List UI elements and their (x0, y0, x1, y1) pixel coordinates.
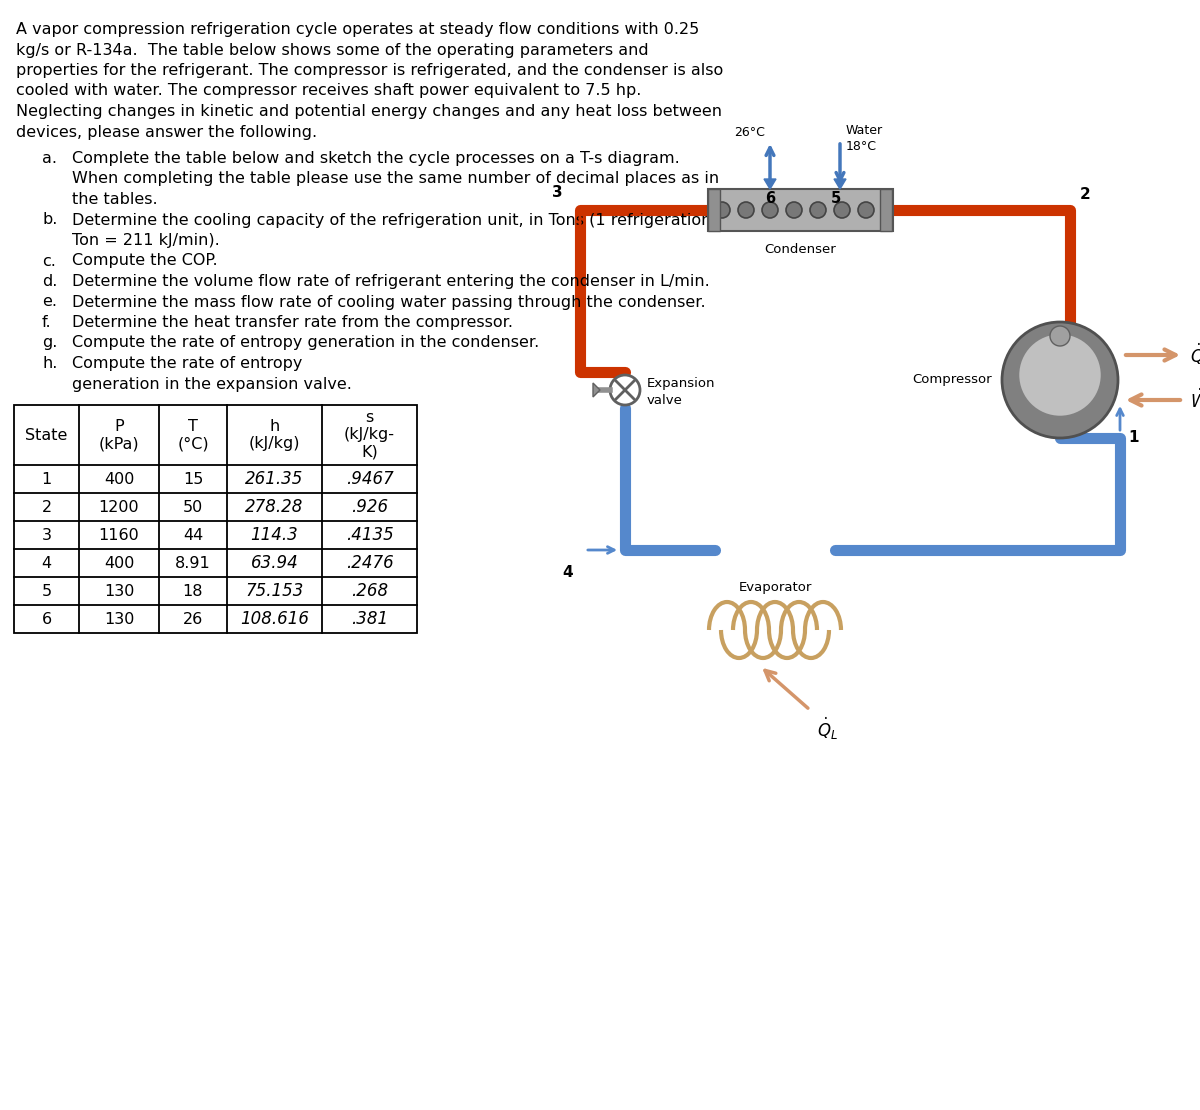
Text: Condenser: Condenser (764, 243, 836, 256)
Text: 5: 5 (830, 191, 841, 206)
Text: c.: c. (42, 253, 56, 269)
Text: .268: .268 (350, 582, 388, 601)
Text: 1: 1 (41, 472, 52, 486)
Text: 1160: 1160 (98, 527, 139, 543)
Circle shape (786, 202, 802, 218)
Text: $\dot{Q}_L$: $\dot{Q}_L$ (817, 716, 838, 743)
Text: cooled with water. The compressor receives shaft power equivalent to 7.5 hp.: cooled with water. The compressor receiv… (16, 83, 641, 99)
Text: g.: g. (42, 335, 58, 351)
Text: 6: 6 (42, 612, 52, 626)
Text: 5: 5 (42, 584, 52, 598)
Text: Expansion: Expansion (647, 377, 715, 391)
Text: valve: valve (647, 394, 683, 406)
Text: .4135: .4135 (346, 526, 394, 544)
Circle shape (810, 202, 826, 218)
Text: b.: b. (42, 212, 58, 228)
Text: 2: 2 (42, 500, 52, 515)
Text: Ton = 211 kJ/min).: Ton = 211 kJ/min). (72, 233, 220, 248)
Text: $\dot{Q}_{out}$: $\dot{Q}_{out}$ (1190, 342, 1200, 369)
Circle shape (1002, 322, 1118, 438)
Text: Compute the rate of entropy: Compute the rate of entropy (72, 356, 302, 371)
Bar (880, 189, 892, 231)
Text: properties for the refrigerant. The compressor is refrigerated, and the condense: properties for the refrigerant. The comp… (16, 63, 724, 78)
Text: T
(°C): T (°C) (178, 418, 209, 451)
Text: .2476: .2476 (346, 554, 394, 572)
Text: 26: 26 (182, 612, 203, 626)
Text: 4: 4 (42, 555, 52, 571)
Circle shape (714, 202, 730, 218)
Text: 130: 130 (104, 584, 134, 598)
Text: When completing the table please use the same number of decimal places as in: When completing the table please use the… (72, 172, 719, 186)
Text: Compute the COP.: Compute the COP. (72, 253, 217, 269)
Text: Determine the heat transfer rate from the compressor.: Determine the heat transfer rate from th… (72, 315, 514, 330)
Circle shape (834, 202, 850, 218)
Text: 2: 2 (1080, 186, 1091, 202)
Circle shape (1019, 333, 1102, 416)
Text: .926: .926 (350, 498, 388, 516)
Text: 3: 3 (552, 185, 563, 200)
Text: 108.616: 108.616 (240, 610, 310, 628)
Text: generation in the expansion valve.: generation in the expansion valve. (72, 376, 352, 392)
Text: Determine the volume flow rate of refrigerant entering the condenser in L/min.: Determine the volume flow rate of refrig… (72, 274, 709, 289)
Text: 1200: 1200 (98, 500, 139, 515)
Text: 261.35: 261.35 (245, 470, 304, 488)
Circle shape (1050, 326, 1070, 346)
Text: 44: 44 (182, 527, 203, 543)
Circle shape (762, 202, 778, 218)
Text: kg/s or R-134a.  The table below shows some of the operating parameters and: kg/s or R-134a. The table below shows so… (16, 42, 649, 58)
Text: 26°C: 26°C (734, 127, 766, 140)
Text: Determine the cooling capacity of the refrigeration unit, in Tons (1 refrigerati: Determine the cooling capacity of the re… (72, 212, 712, 228)
Text: Neglecting changes in kinetic and potential energy changes and any heat loss bet: Neglecting changes in kinetic and potent… (16, 104, 722, 119)
Polygon shape (764, 179, 776, 189)
Text: 18°C: 18°C (846, 141, 877, 153)
Polygon shape (834, 179, 846, 189)
Text: 15: 15 (182, 472, 203, 486)
Text: 114.3: 114.3 (251, 526, 299, 544)
Text: devices, please answer the following.: devices, please answer the following. (16, 124, 317, 140)
Text: P
(kPa): P (kPa) (98, 418, 139, 451)
Text: Compute the rate of entropy generation in the condenser.: Compute the rate of entropy generation i… (72, 335, 539, 351)
Text: 50: 50 (182, 500, 203, 515)
Text: the tables.: the tables. (72, 192, 157, 206)
Text: 130: 130 (104, 612, 134, 626)
Text: Compressor: Compressor (912, 373, 992, 386)
Text: $\dot{W}_{in}$: $\dot{W}_{in}$ (1190, 387, 1200, 413)
Text: 4: 4 (562, 565, 572, 581)
Text: 3: 3 (42, 527, 52, 543)
Text: e.: e. (42, 294, 58, 310)
Text: h
(kJ/kg): h (kJ/kg) (248, 418, 300, 451)
Text: State: State (25, 427, 67, 443)
Bar (708, 189, 893, 231)
Text: 278.28: 278.28 (245, 498, 304, 516)
Text: 18: 18 (182, 584, 203, 598)
Text: 63.94: 63.94 (251, 554, 299, 572)
Polygon shape (593, 383, 600, 397)
Text: 75.153: 75.153 (245, 582, 304, 601)
Bar (708, 189, 720, 231)
Text: A vapor compression refrigeration cycle operates at steady flow conditions with : A vapor compression refrigeration cycle … (16, 22, 700, 37)
Text: 1: 1 (1128, 431, 1139, 445)
Text: Water: Water (846, 124, 883, 138)
Text: 8.91: 8.91 (175, 555, 211, 571)
Text: 400: 400 (104, 555, 134, 571)
Text: f.: f. (42, 315, 52, 330)
Circle shape (610, 375, 640, 405)
Text: d.: d. (42, 274, 58, 289)
Text: a.: a. (42, 151, 58, 166)
Circle shape (858, 202, 874, 218)
Text: Evaporator: Evaporator (738, 581, 811, 594)
Text: s
(kJ/kg-
K): s (kJ/kg- K) (344, 410, 395, 460)
Text: Determine the mass flow rate of cooling water passing through the condenser.: Determine the mass flow rate of cooling … (72, 294, 706, 310)
Text: 6: 6 (764, 191, 775, 206)
Text: h.: h. (42, 356, 58, 371)
Text: .381: .381 (350, 610, 388, 628)
Text: .9467: .9467 (346, 470, 394, 488)
Circle shape (738, 202, 754, 218)
Bar (14, 405, 418, 633)
Text: Complete the table below and sketch the cycle processes on a T-s diagram.: Complete the table below and sketch the … (72, 151, 679, 166)
Text: 400: 400 (104, 472, 134, 486)
